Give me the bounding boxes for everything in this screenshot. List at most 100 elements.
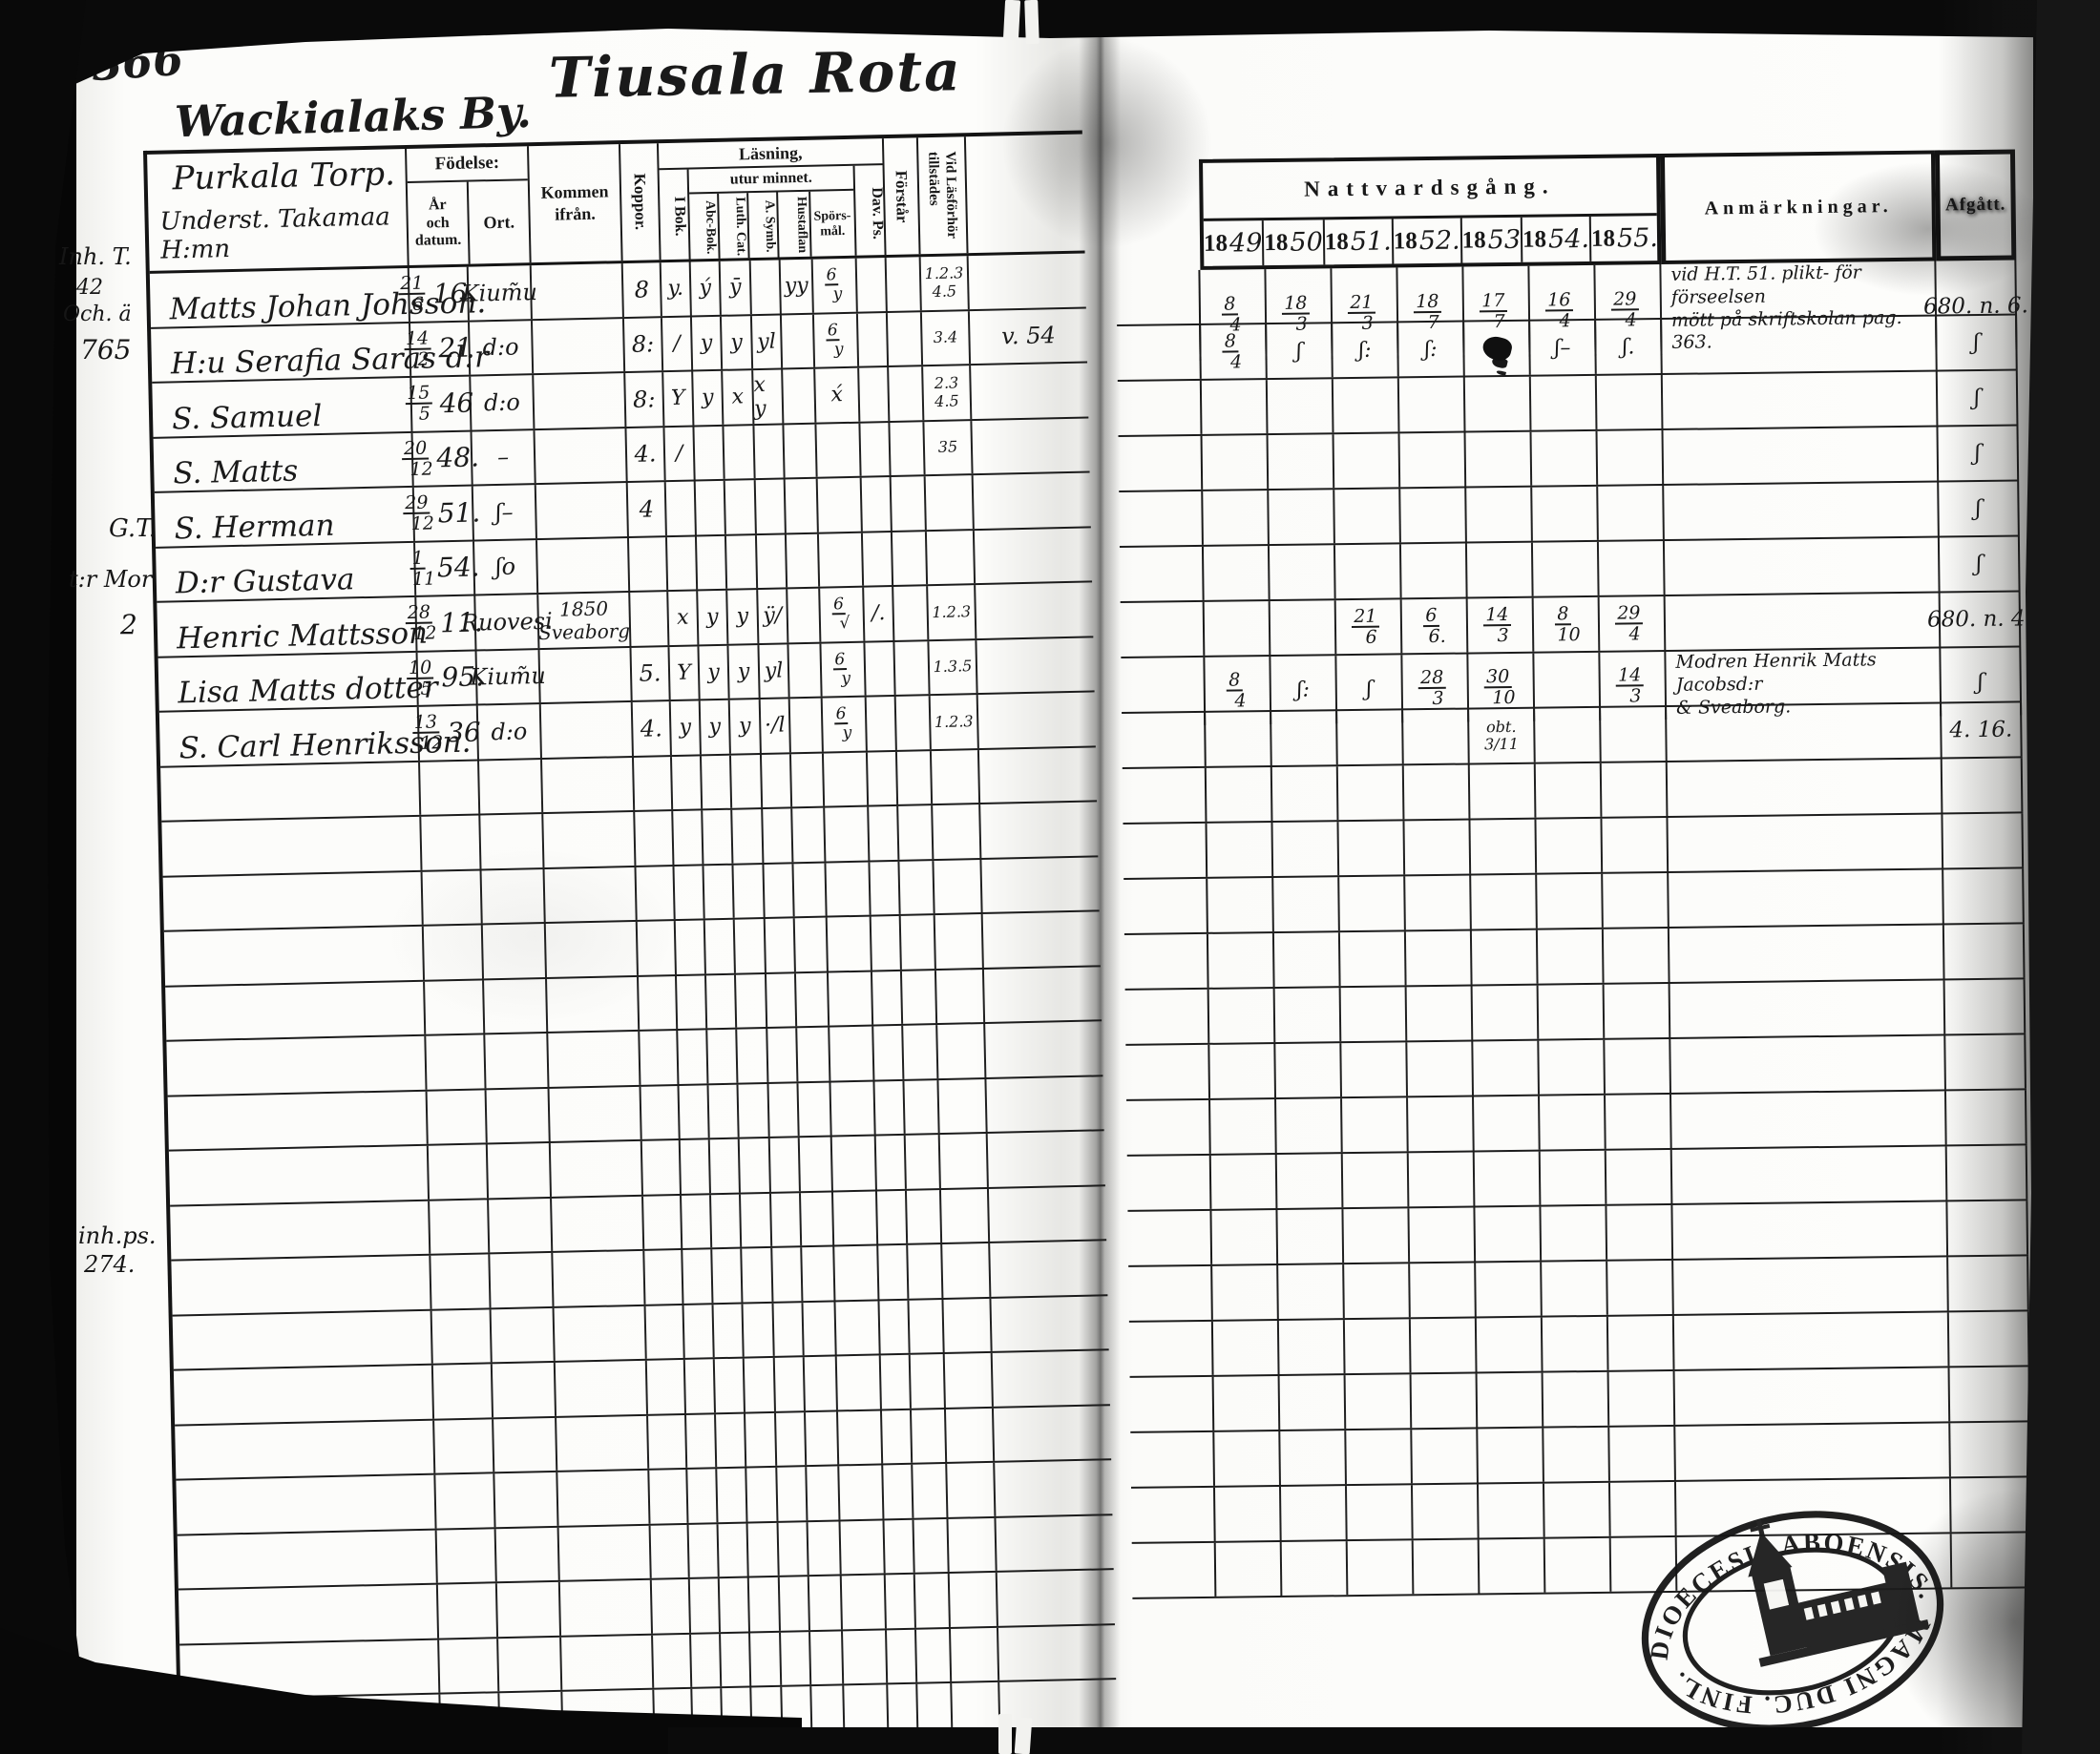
birth-place-label: Ort. xyxy=(483,212,515,232)
reading-mark-cell xyxy=(666,535,699,591)
questions-cell xyxy=(839,1465,885,1519)
spare-cell xyxy=(993,1350,1110,1406)
psalms-cell xyxy=(879,1300,911,1354)
communion-cell xyxy=(1412,1429,1479,1484)
psalms-cell xyxy=(873,1025,905,1080)
communion-cell xyxy=(1267,379,1334,434)
understands-cell xyxy=(910,1353,946,1409)
reading-mark-cell: x xyxy=(668,591,700,645)
reading-mark-cell xyxy=(803,1301,837,1356)
attendance-cell xyxy=(925,475,975,530)
psalms-cell xyxy=(859,367,891,422)
communion-cell xyxy=(1210,1155,1278,1209)
birth-date-cell xyxy=(422,869,483,925)
smallpox-cell xyxy=(646,1359,686,1414)
attendance-cell xyxy=(942,1242,992,1298)
person-name-cell: Henric Mattsson xyxy=(157,596,428,657)
person-name-cell xyxy=(167,1091,429,1150)
communion-cell xyxy=(1541,1205,1608,1261)
understands-cell xyxy=(889,366,925,421)
communion-cell xyxy=(1408,1152,1476,1207)
birth-place-cell xyxy=(496,1581,562,1637)
birth-place-cell xyxy=(486,1088,551,1143)
reading-mark-cell: y xyxy=(670,700,702,755)
smallpox-cell: 8: xyxy=(625,372,665,427)
year-header: 18 54. xyxy=(1522,216,1592,262)
communion-cell xyxy=(1210,1099,1277,1154)
communion-cell xyxy=(1270,600,1337,656)
birth-place-cell xyxy=(479,759,544,814)
remarks-cell xyxy=(1670,980,1946,1037)
communion-cell xyxy=(1408,1096,1475,1152)
psalms-cell xyxy=(874,1080,906,1135)
communion-cell xyxy=(1596,375,1664,429)
spare-cell xyxy=(994,1406,1111,1461)
communion-cell xyxy=(1603,872,1670,928)
communion-cell xyxy=(1345,1374,1413,1430)
communion-cell xyxy=(1208,878,1274,932)
smallpox-cell xyxy=(650,1524,690,1578)
psalms-cell xyxy=(866,696,897,751)
reading-mark-cell xyxy=(687,1469,719,1523)
questions-cell xyxy=(827,916,872,971)
person-name-cell xyxy=(160,762,422,821)
person-name-cell xyxy=(178,1584,440,1644)
reading-mark-cell xyxy=(719,1577,750,1632)
remarks-cell xyxy=(1669,869,1944,927)
communion-cell xyxy=(1410,1263,1477,1318)
reading-mark-cell xyxy=(786,533,821,588)
binding-thread xyxy=(1024,0,1040,45)
village-heading: Wackialaks By. xyxy=(174,86,533,148)
communion-cell xyxy=(1412,1484,1480,1539)
arrived-from-cell xyxy=(556,1415,650,1471)
birth-place-cell: ʃo xyxy=(474,539,539,595)
attends-examination-label: Vid Läsförhör tillstädes xyxy=(917,136,969,255)
reading-mark-cell xyxy=(746,1467,779,1522)
arrived-from-cell xyxy=(536,483,629,538)
luther-catechism-label: Luth. Cat. xyxy=(718,193,750,259)
reading-mark-cell xyxy=(805,1410,840,1466)
communion-cell xyxy=(1601,706,1668,762)
apostolic-symbol-label: A. Symb. xyxy=(748,192,780,259)
birth-date-cell: 14 2 21 xyxy=(403,322,472,376)
arrived-from-cell xyxy=(547,976,640,1032)
psalms-cell xyxy=(875,1135,907,1189)
reading-mark-cell xyxy=(708,1084,740,1138)
birth-date-cell xyxy=(439,1638,500,1693)
reading-mark-cell xyxy=(724,425,756,479)
remarks-cell xyxy=(1665,593,1942,650)
questions-cell xyxy=(831,1136,877,1190)
remarks-cell xyxy=(1664,482,1940,539)
reading-mark-cell xyxy=(689,1578,721,1633)
birth-date-cell xyxy=(423,925,484,980)
birth-date-cell: 13 12 36 xyxy=(411,705,481,761)
birth-place-cell xyxy=(484,978,549,1034)
year-header: 18 55. xyxy=(1590,223,1659,254)
reading-mark-cell xyxy=(789,698,824,752)
understands-cell xyxy=(915,1628,953,1682)
reading-mark-cell xyxy=(732,809,765,864)
communion-cell xyxy=(1532,486,1599,541)
reading-mark-cell xyxy=(684,1359,716,1413)
reading-mark-cell xyxy=(777,1467,808,1521)
lead-column xyxy=(1115,159,1200,271)
person-name-cell: S. Matts xyxy=(153,432,414,491)
binding-thread xyxy=(1014,1717,1033,1754)
reading-mark-cell xyxy=(772,1247,804,1302)
attendance-cell: 1.3.5 xyxy=(929,639,978,695)
reading-mark-cell xyxy=(695,480,726,534)
stamp-church-icon xyxy=(1748,1519,1930,1667)
smallpox-cell: 5. xyxy=(631,646,671,700)
understands-cell xyxy=(908,1244,944,1299)
reading-mark-cell xyxy=(810,1630,845,1685)
birth-date-cell xyxy=(426,1034,487,1090)
attendance-cell xyxy=(944,1352,994,1408)
questions-cell xyxy=(836,1355,882,1409)
spare-cell xyxy=(986,1076,1103,1132)
birth-place-cell xyxy=(491,1307,556,1363)
communion-cell xyxy=(1347,1540,1415,1596)
communion-cell xyxy=(1477,1372,1544,1428)
communion-cell xyxy=(1605,1038,1671,1094)
communion-cell xyxy=(1278,1264,1345,1319)
birth-place-cell xyxy=(489,1198,554,1253)
